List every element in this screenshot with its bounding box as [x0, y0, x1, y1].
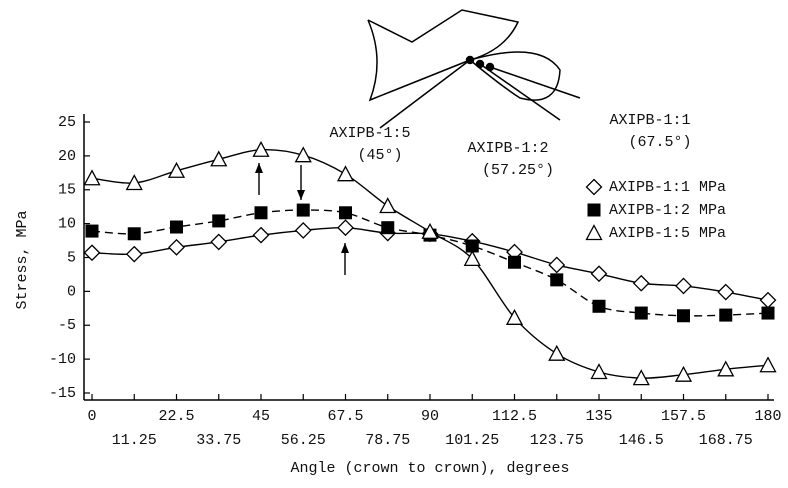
- annotation-sub: (45°): [357, 147, 402, 164]
- marker-diamond: [585, 178, 603, 196]
- x-tick-label: 0: [87, 408, 96, 425]
- y-tick-label: -10: [49, 351, 76, 368]
- marker-diamond: [294, 221, 312, 239]
- marker-diamond: [675, 277, 692, 295]
- y-tick-label: 25: [58, 114, 76, 131]
- y-tick-label: 10: [58, 216, 76, 233]
- marker-square: [465, 239, 479, 253]
- marker-square: [254, 206, 268, 220]
- marker-square: [339, 206, 352, 220]
- marker-square: [508, 255, 521, 269]
- marker-diamond: [125, 245, 143, 263]
- y-tick-label: 0: [67, 283, 76, 300]
- marker-triangle: [167, 161, 186, 178]
- x-axis-label: Angle (crown to crown), degrees: [290, 460, 569, 477]
- marker-square: [592, 299, 606, 313]
- legend-label: AXIPB-1:1 MPa: [609, 179, 726, 196]
- x-tick-label: 135: [585, 408, 612, 425]
- marker-square: [634, 306, 648, 320]
- marker-diamond: [632, 274, 650, 292]
- marker-triangle: [585, 224, 603, 241]
- arrow-head: [255, 163, 263, 173]
- annotation: AXIPB-1:1: [609, 112, 690, 129]
- marker-square: [381, 221, 395, 235]
- x-tick-label: 11.25: [112, 432, 157, 449]
- marker-square: [170, 220, 183, 234]
- y-tick-label: -15: [49, 385, 76, 402]
- marker-diamond: [590, 265, 608, 283]
- marker-triangle: [717, 360, 735, 377]
- x-tick-label: 33.75: [196, 432, 241, 449]
- marker-square: [719, 308, 733, 322]
- x-tick-label: 157.5: [661, 408, 706, 425]
- x-tick-label: 67.5: [327, 408, 363, 425]
- marker-square: [127, 227, 141, 241]
- x-tick-label: 180: [754, 408, 781, 425]
- marker-diamond: [83, 244, 101, 262]
- annotation: AXIPB-1:2: [467, 140, 548, 157]
- y-tick-label: 20: [58, 148, 76, 165]
- annotation-sub: (57.25°): [482, 162, 554, 179]
- marker-triangle: [125, 174, 143, 191]
- marker-triangle: [759, 356, 777, 373]
- marker-square: [85, 224, 99, 238]
- x-tick-label: 22.5: [158, 408, 194, 425]
- x-tick-label: 146.5: [619, 432, 664, 449]
- marker-triangle: [379, 197, 397, 214]
- x-tick-label: 168.75: [699, 432, 753, 449]
- x-tick-label: 101.25: [445, 432, 499, 449]
- marker-triangle: [336, 165, 355, 182]
- arrow-head: [297, 190, 305, 200]
- marker-triangle: [83, 169, 101, 186]
- marker-square: [587, 203, 601, 217]
- marker-diamond: [717, 283, 735, 301]
- marker-triangle: [548, 344, 566, 361]
- marker-square: [550, 273, 564, 287]
- marker-square: [212, 214, 226, 228]
- x-tick-label: 112.5: [492, 408, 537, 425]
- y-tick-label: -5: [58, 317, 76, 334]
- annotation: AXIPB-1:5: [329, 125, 410, 142]
- marker-diamond: [210, 233, 228, 251]
- marker-triangle: [294, 146, 312, 163]
- y-tick-label: 5: [67, 249, 76, 266]
- marker-square: [296, 203, 310, 217]
- marker-triangle: [463, 249, 481, 267]
- x-tick-label: 45: [252, 408, 270, 425]
- arrow-head: [341, 243, 349, 253]
- marker-diamond: [252, 226, 270, 244]
- marker-square: [677, 309, 690, 323]
- marker-square: [761, 306, 775, 320]
- inset-diagram: [367, 9, 581, 129]
- marker-diamond: [759, 291, 777, 309]
- marker-triangle: [632, 369, 650, 386]
- x-tick-label: 90: [421, 408, 439, 425]
- legend-label: AXIPB-1:2 MPa: [609, 202, 726, 219]
- legend-label: AXIPB-1:5 MPa: [609, 225, 726, 242]
- y-axis-label: Stress, MPa: [14, 210, 31, 309]
- x-tick-label: 123.75: [530, 432, 584, 449]
- marker-diamond: [548, 256, 566, 274]
- marker-diamond: [168, 238, 185, 256]
- marker-triangle: [421, 222, 439, 239]
- marker-triangle: [252, 140, 270, 157]
- x-tick-label: 78.75: [365, 432, 410, 449]
- marker-triangle: [505, 308, 524, 325]
- x-tick-label: 56.25: [281, 432, 326, 449]
- marker-diamond: [337, 219, 354, 237]
- marker-triangle: [210, 150, 228, 167]
- marker-triangle: [674, 365, 693, 382]
- marker-triangle: [590, 363, 608, 380]
- annotation-sub: (67.5°): [628, 134, 691, 151]
- y-tick-label: 15: [58, 182, 76, 199]
